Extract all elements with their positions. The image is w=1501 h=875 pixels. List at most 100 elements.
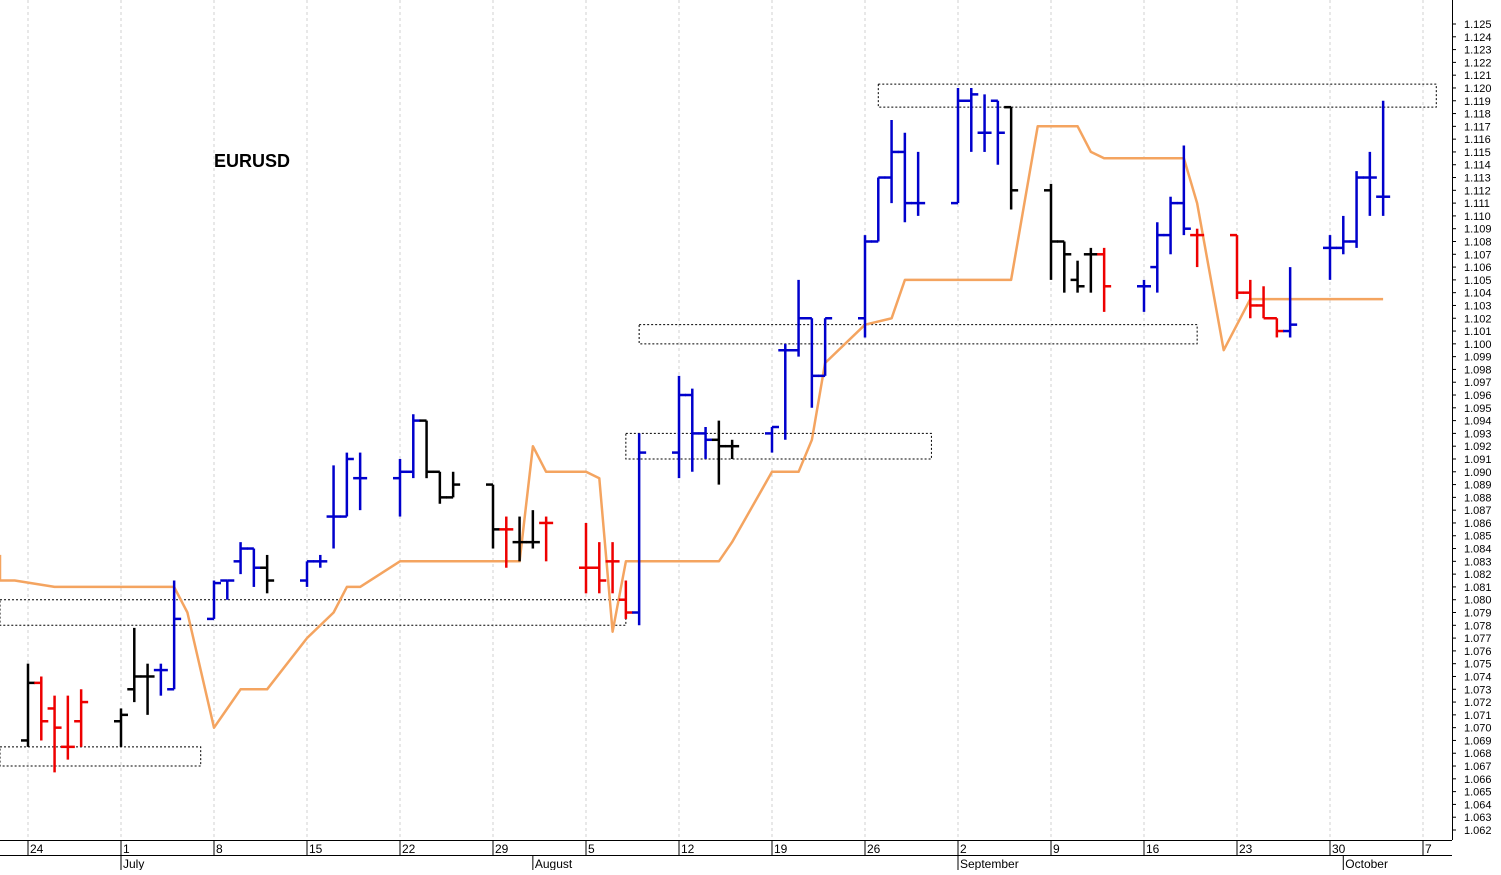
price-bar-51 (911, 151, 926, 216)
price-bar-12 (207, 580, 221, 621)
y-tick-label-36: 1.089 (1464, 480, 1492, 492)
month-label-2: September (960, 857, 1019, 870)
price-bar-66 (1190, 228, 1205, 268)
overlay-series-line (0, 125, 1384, 729)
y-tick-label-8: 1.117 (1464, 121, 1491, 133)
y-tick-label-6: 1.119 (1464, 96, 1491, 108)
month-label-0: July (123, 857, 144, 870)
price-bar-25 (432, 470, 447, 504)
y-tick-label-9: 1.116 (1464, 134, 1491, 146)
overlay-line (0, 125, 1384, 729)
price-bar-63 (1150, 222, 1165, 293)
price-bar-10 (153, 663, 168, 696)
y-tick-label-56: 1.069 (1464, 735, 1492, 747)
price-bar-17 (300, 560, 314, 587)
price-bar-5 (60, 695, 75, 760)
price-bar-37 (672, 375, 686, 479)
price-bar-26 (446, 471, 461, 499)
y-tick-label-53: 1.072 (1464, 697, 1492, 709)
x-tick-label-13: 23 (1239, 842, 1253, 856)
price-bar-47 (858, 235, 872, 338)
price-bar-36 (632, 433, 647, 626)
price-bar-61 (1097, 247, 1112, 312)
range-box-3 (638, 324, 1198, 345)
price-bar-73 (1336, 215, 1351, 255)
price-bar-68 (1243, 279, 1258, 319)
x-tick-label-8: 19 (774, 842, 788, 856)
price-bar-33 (592, 542, 607, 594)
price-bar-58 (1057, 240, 1072, 293)
price-bar-18 (313, 554, 328, 568)
y-tick-label-30: 1.095 (1464, 403, 1492, 415)
price-bar-14 (233, 542, 248, 575)
y-tick-label-43: 1.082 (1464, 569, 1492, 581)
x-tick-label-11: 9 (1053, 842, 1060, 856)
price-bar-67 (1230, 233, 1244, 300)
x-tick-label-0: 24 (30, 842, 44, 856)
y-tick-label-44: 1.081 (1464, 582, 1492, 594)
price-bar-16 (260, 554, 275, 594)
price-bar-41 (725, 439, 740, 459)
y-tick-label-11: 1.114 (1464, 160, 1491, 172)
y-tick-label-48: 1.077 (1464, 633, 1492, 645)
y-tick-label-32: 1.093 (1464, 428, 1492, 440)
y-tick-label-47: 1.078 (1464, 620, 1492, 632)
y-tick-label-23: 1.102 (1464, 313, 1492, 325)
y-tick-label-3: 1.122 (1464, 57, 1492, 69)
y-tick-label-35: 1.090 (1464, 467, 1492, 479)
y-tick-label-16: 1.109 (1464, 224, 1492, 236)
x-tick-label-7: 12 (681, 842, 695, 856)
y-tick-label-54: 1.071 (1464, 710, 1492, 722)
price-bar-71 (1283, 267, 1298, 338)
x-tick-label-14: 30 (1332, 842, 1346, 856)
y-tick-label-49: 1.076 (1464, 646, 1492, 658)
y-tick-label-15: 1.110 (1464, 211, 1491, 223)
y-tick-label-46: 1.079 (1464, 608, 1492, 620)
y-tick-label-57: 1.068 (1464, 748, 1492, 760)
y-tick-label-7: 1.118 (1464, 109, 1491, 121)
y-tick-label-34: 1.091 (1464, 454, 1492, 466)
price-bars (21, 87, 1391, 773)
price-bar-54 (977, 94, 992, 152)
range-box-0 (0, 746, 202, 767)
y-tick-label-58: 1.067 (1464, 761, 1492, 773)
price-bar-49 (884, 119, 899, 204)
price-bar-39 (698, 427, 713, 459)
x-tick-label-5: 29 (495, 842, 509, 856)
y-tick-label-38: 1.087 (1464, 505, 1492, 517)
y-tick-label-59: 1.066 (1464, 774, 1492, 786)
y-tick-label-39: 1.086 (1464, 518, 1492, 530)
price-bar-2 (21, 663, 35, 747)
y-tick-label-51: 1.074 (1464, 671, 1492, 683)
month-label-3: October (1345, 857, 1388, 870)
price-bar-72 (1323, 235, 1337, 280)
price-bar-74 (1349, 171, 1364, 248)
y-tick-label-24: 1.101 (1464, 326, 1492, 338)
price-bar-46 (818, 317, 833, 378)
price-bar-19 (326, 465, 341, 549)
y-tick-label-31: 1.094 (1464, 416, 1492, 428)
y-tick-label-63: 1.062 (1464, 825, 1492, 837)
y-tick-label-0: 1.125 (1464, 19, 1492, 31)
x-tick-label-2: 8 (216, 842, 223, 856)
y-tick-label-10: 1.115 (1464, 147, 1491, 159)
month-label-1: August (535, 857, 573, 870)
price-bar-27 (486, 483, 500, 549)
price-bar-4 (47, 695, 62, 773)
y-tick-label-61: 1.064 (1464, 799, 1492, 811)
y-tick-label-18: 1.107 (1464, 249, 1492, 261)
y-tick-label-52: 1.073 (1464, 684, 1492, 696)
y-tick-label-17: 1.108 (1464, 236, 1492, 248)
y-tick-label-29: 1.096 (1464, 390, 1492, 402)
price-bar-45 (804, 317, 819, 408)
price-bar-7 (114, 708, 128, 747)
x-tick-label-6: 5 (588, 842, 595, 856)
y-tick-label-62: 1.063 (1464, 812, 1492, 824)
price-bar-48 (871, 176, 886, 243)
y-tick-label-25: 1.100 (1464, 339, 1492, 351)
y-tick-label-12: 1.113 (1464, 173, 1491, 185)
chart-title: EURUSD (214, 151, 290, 171)
price-bar-21 (353, 452, 368, 511)
